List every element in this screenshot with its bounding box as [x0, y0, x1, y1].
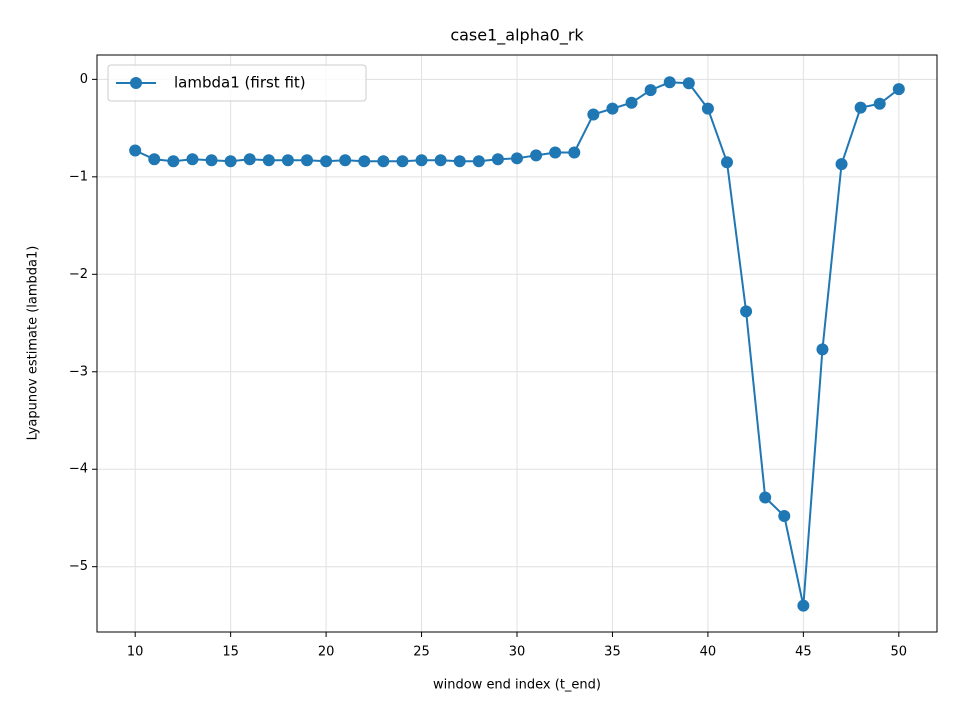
data-point: [816, 343, 829, 356]
data-point: [339, 154, 352, 167]
data-point: [530, 149, 543, 162]
data-point: [377, 155, 390, 168]
y-tick-label: −4: [69, 462, 88, 477]
y-tick-label: −3: [69, 364, 88, 379]
x-tick-label: 50: [891, 645, 908, 660]
data-point: [835, 158, 848, 171]
data-point: [701, 102, 714, 115]
data-point: [205, 154, 218, 167]
data-point: [721, 156, 733, 169]
data-point: [740, 305, 753, 318]
y-tick-label: 0: [80, 72, 88, 87]
data-point: [262, 154, 275, 167]
data-point: [759, 491, 772, 504]
x-tick-label: 35: [604, 645, 621, 660]
data-point: [301, 154, 313, 167]
x-tick-label: 40: [700, 645, 717, 660]
chart-title: case1_alpha0_rk: [450, 26, 584, 46]
data-point: [472, 155, 485, 168]
data-point: [797, 599, 810, 612]
x-tick-label: 25: [413, 645, 430, 660]
y-tick-label: −1: [69, 169, 88, 184]
x-tick-label: 30: [509, 645, 526, 660]
data-point: [434, 154, 447, 167]
data-point: [625, 96, 638, 109]
data-point: [682, 77, 695, 90]
data-point: [129, 144, 142, 157]
data-point: [224, 155, 237, 168]
y-tick-label: −2: [69, 267, 88, 282]
legend-box: [107, 64, 367, 102]
x-axis-label: window end index (t_end): [433, 678, 601, 693]
data-point: [148, 153, 161, 166]
data-point: [415, 154, 428, 167]
data-point: [320, 155, 333, 168]
data-point: [778, 510, 791, 523]
data-point: [873, 97, 886, 110]
y-axis-label: Lyapunov estimate (lambda1): [26, 246, 41, 441]
data-point: [606, 102, 619, 115]
data-point: [644, 84, 657, 97]
legend-label: lambda1 (first fit): [174, 74, 306, 92]
x-tick-label: 20: [318, 645, 335, 660]
data-point: [167, 155, 180, 168]
data-point: [491, 153, 504, 166]
data-point: [549, 146, 562, 159]
x-tick-label: 10: [127, 645, 144, 660]
x-tick-label: 15: [222, 645, 239, 660]
data-point: [854, 101, 867, 114]
x-tick-label: 45: [795, 645, 812, 660]
data-point: [396, 155, 409, 168]
data-point: [663, 76, 676, 89]
data-point: [892, 83, 905, 96]
y-tick-label: −5: [69, 559, 88, 574]
data-point: [186, 153, 199, 166]
data-point: [568, 146, 581, 159]
legend-marker: [130, 77, 142, 89]
data-point: [453, 155, 466, 168]
plot-frame: [96, 54, 938, 633]
data-point: [281, 154, 294, 167]
data-point: [511, 152, 523, 165]
data-point: [243, 153, 256, 166]
data-point: [587, 108, 600, 121]
data-point: [358, 155, 371, 168]
